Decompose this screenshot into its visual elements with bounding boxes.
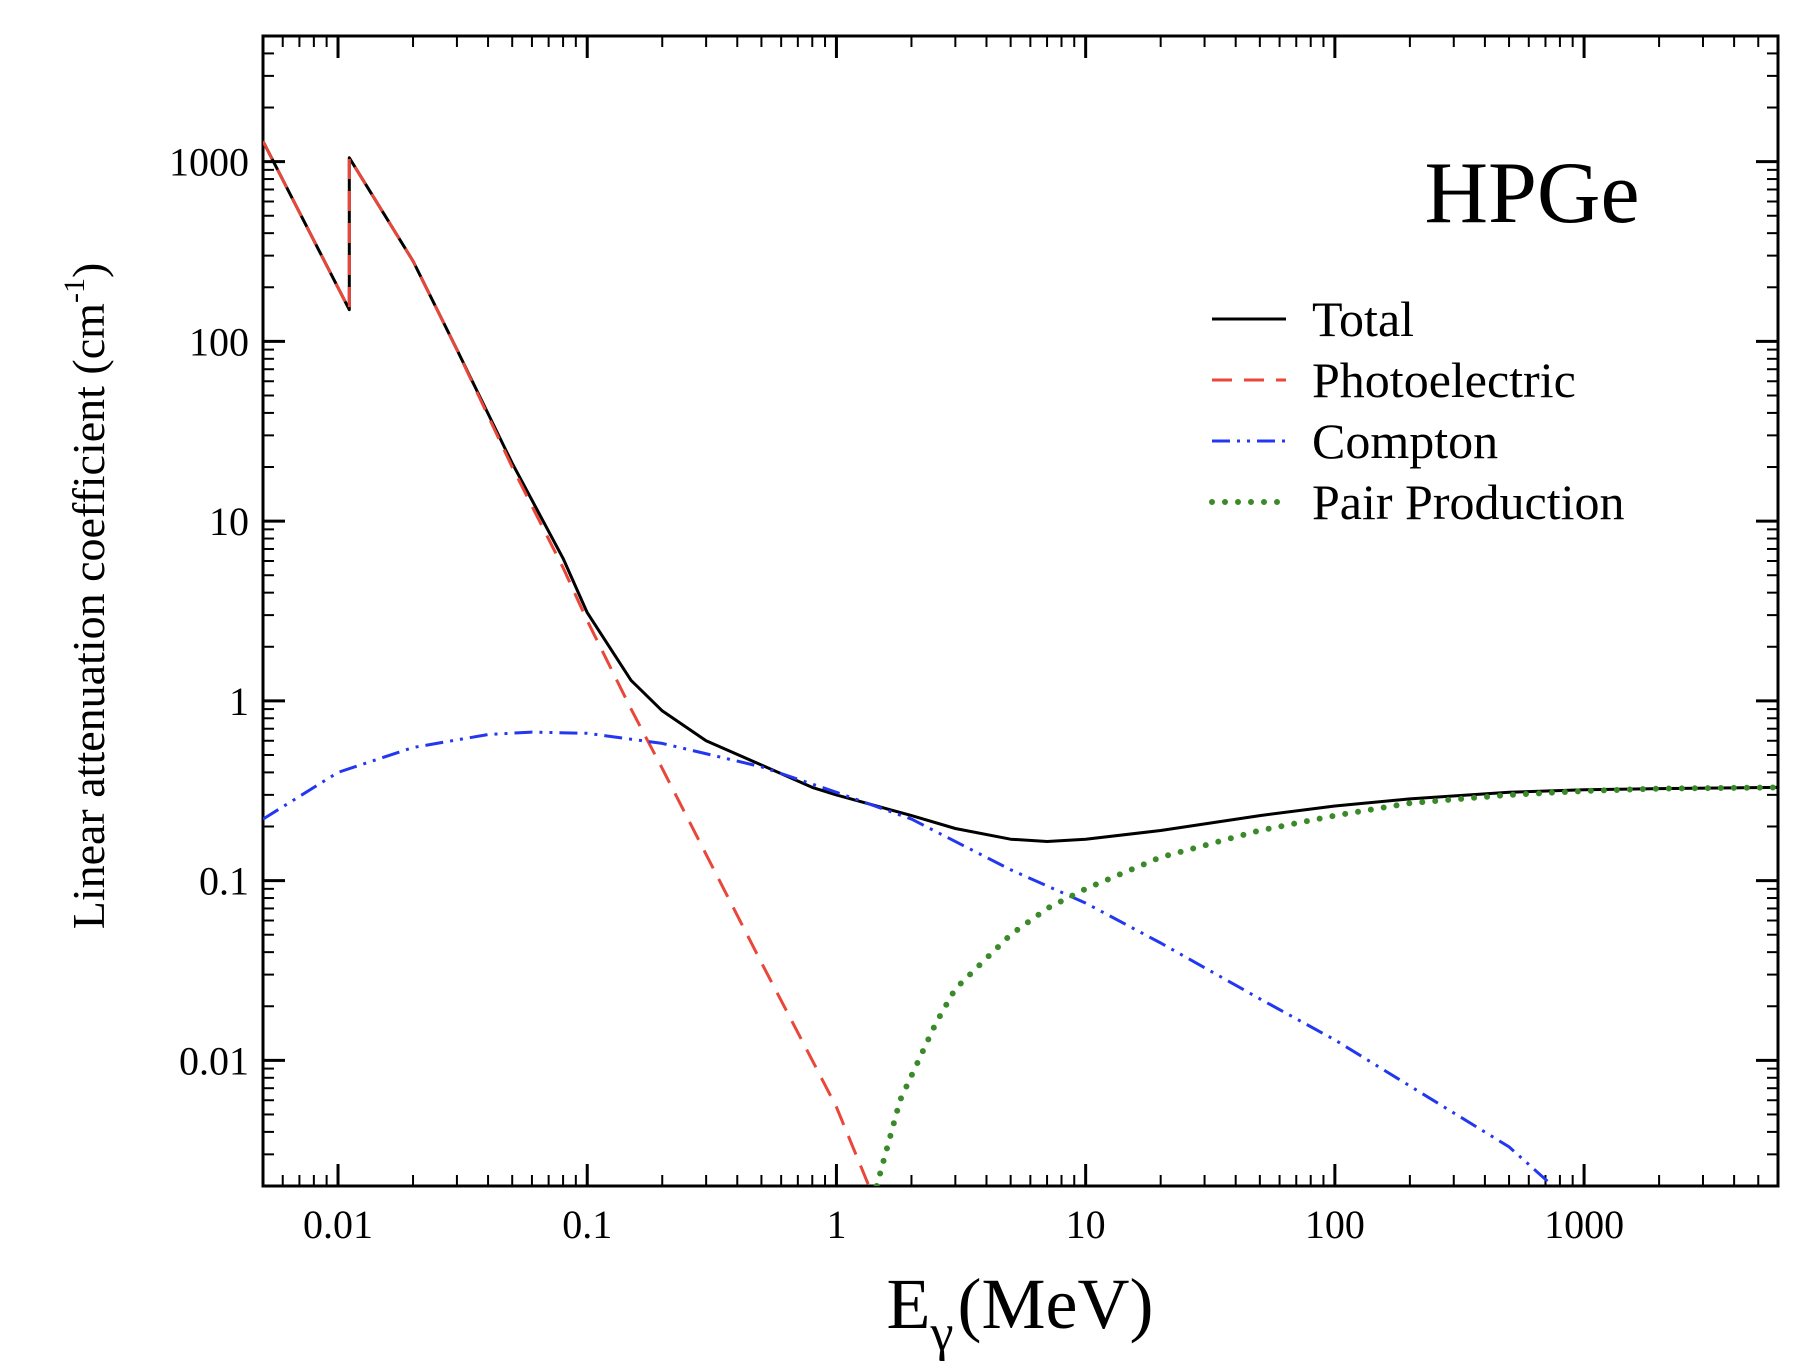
x-axis-title-main: E xyxy=(887,1264,931,1344)
major-ticks xyxy=(263,36,1778,1186)
legend-label: Pair Production xyxy=(1312,474,1624,530)
y-axis-title: Linear attenuation coefficient (cm-1) xyxy=(58,263,114,930)
x-tick-label: 10 xyxy=(1066,1202,1106,1247)
x-axis-title: Eγ(MeV) xyxy=(887,1264,1154,1362)
x-tick-label: 1000 xyxy=(1544,1202,1624,1247)
series-layer xyxy=(263,140,1778,1186)
x-tick-label: 100 xyxy=(1305,1202,1365,1247)
x-tick-label: 0.1 xyxy=(562,1202,612,1247)
x-tick-label: 1 xyxy=(826,1202,846,1247)
legend-label: Photoelectric xyxy=(1312,352,1576,408)
minor-ticks xyxy=(263,36,1778,1186)
legend-label: Compton xyxy=(1312,413,1498,469)
y-axis-title-sup: -1 xyxy=(58,278,91,303)
x-tick-label: 0.01 xyxy=(303,1202,373,1247)
y-tick-label: 0.1 xyxy=(199,859,249,904)
x-tick-labels: 0.01 0.1 1 10 100 1000 xyxy=(303,1202,1624,1247)
x-axis-title-unit: (MeV) xyxy=(958,1264,1154,1344)
y-tick-label: 1000 xyxy=(169,140,249,185)
y-axis-title-close: ) xyxy=(63,263,114,278)
y-tick-label: 100 xyxy=(189,319,249,364)
y-tick-labels: 0.01 0.1 1 10 100 1000 xyxy=(169,140,249,1084)
y-tick-label: 1 xyxy=(229,679,249,724)
plot-frame xyxy=(261,34,1780,1188)
series-line-compton xyxy=(263,730,1554,1186)
x-axis-title-sub: γ xyxy=(930,1305,954,1362)
panel-label: HPGe xyxy=(1424,145,1639,242)
y-tick-label: 10 xyxy=(209,499,249,544)
legend-label: Total xyxy=(1312,291,1414,347)
series-line-photoelectric xyxy=(263,140,871,1186)
series-line-pair-production xyxy=(873,784,1778,1186)
y-axis-title-main: Linear attenuation coefficient (cm xyxy=(63,303,114,929)
series-line-total xyxy=(263,140,1778,843)
y-tick-label: 0.01 xyxy=(179,1038,249,1083)
